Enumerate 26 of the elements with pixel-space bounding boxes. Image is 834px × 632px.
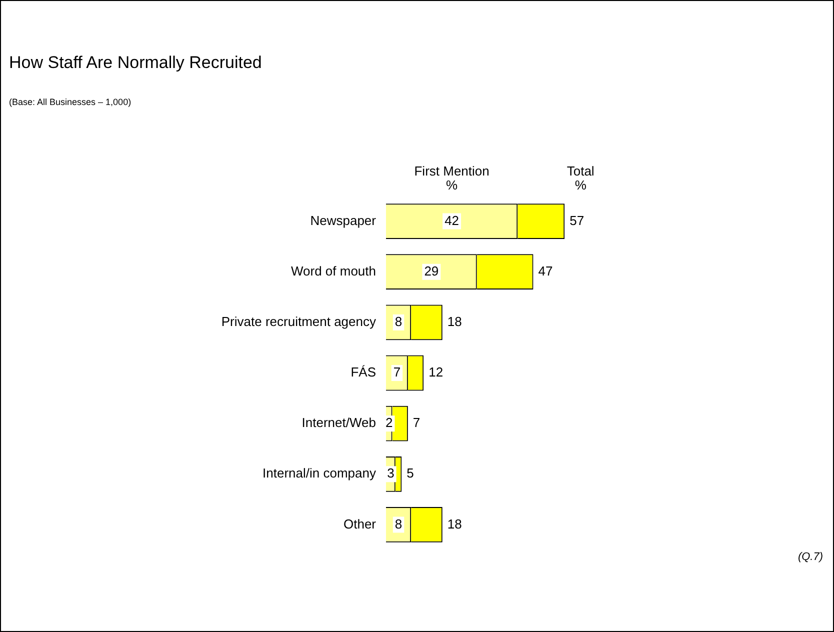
total-label: 18 xyxy=(447,314,462,330)
total-label: 47 xyxy=(538,263,553,278)
data-label: 42 xyxy=(444,212,460,228)
data-label: 2 xyxy=(386,415,393,430)
data-label: 8 xyxy=(394,516,402,532)
data-label: 7 xyxy=(393,364,401,380)
y-tick-label: Internet/Web xyxy=(302,415,376,430)
data-label: 8 xyxy=(394,314,402,330)
total-label: 5 xyxy=(406,466,414,481)
y-tick-label: Internal/in company xyxy=(262,466,376,481)
total-label: 12 xyxy=(428,364,444,380)
text: (Q.7) xyxy=(798,551,823,563)
text: (Base: All Businesses – 1,000) xyxy=(9,97,132,107)
y-tick-label: Newspaper xyxy=(310,212,377,228)
data-label: 3 xyxy=(387,466,394,481)
text: Total % xyxy=(566,164,594,193)
y-tick-label: Private recruitment agency xyxy=(221,314,376,330)
data-label: 29 xyxy=(424,263,439,278)
text: How Staff Are Normally Recruited xyxy=(9,53,262,73)
y-tick-label: Other xyxy=(343,516,377,532)
text: First Mention % xyxy=(414,164,490,193)
total-label: 18 xyxy=(447,516,462,532)
total-label: 57 xyxy=(570,212,584,228)
y-tick-label: Word of mouth xyxy=(290,263,376,278)
total-label: 7 xyxy=(412,415,420,430)
y-tick-label: FÁS xyxy=(350,364,376,380)
